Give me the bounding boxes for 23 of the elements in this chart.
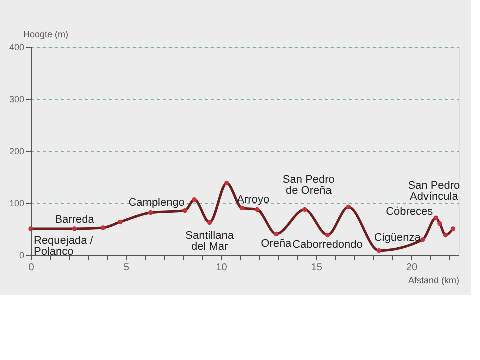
- annotation: Barreda: [55, 214, 96, 226]
- y-tick-label: 200: [9, 146, 24, 156]
- annotation: Oreña: [261, 238, 293, 250]
- annotation: Camplengo: [128, 196, 185, 209]
- x-tick-label: 15: [311, 262, 323, 274]
- x-tick-label: 0: [28, 262, 35, 274]
- y-tick-label: 0: [19, 250, 24, 260]
- annotation: Cigüenza: [374, 232, 422, 244]
- y-axis-title: Hoogte (m): [24, 30, 69, 40]
- annotation: Santillana del Mar: [186, 230, 235, 253]
- annotation: Arroyo: [237, 194, 270, 206]
- y-tick-label: 400: [9, 42, 24, 52]
- annotation: Caborredondo: [292, 239, 363, 252]
- x-tick-label: 5: [124, 262, 130, 274]
- annotation: San Pedro Advíncula: [408, 180, 460, 204]
- y-tick-label: 100: [9, 198, 24, 208]
- annotation: Requejada / Polanco: [34, 235, 94, 258]
- x-tick-label: 20: [406, 262, 418, 274]
- annotation: Cóbreces: [386, 206, 434, 218]
- x-axis-title: Afstand (km): [408, 276, 460, 286]
- annotation: San Pedro de Oreña: [282, 174, 335, 197]
- y-tick-label: 300: [9, 94, 24, 104]
- x-tick-label: 10: [216, 262, 228, 274]
